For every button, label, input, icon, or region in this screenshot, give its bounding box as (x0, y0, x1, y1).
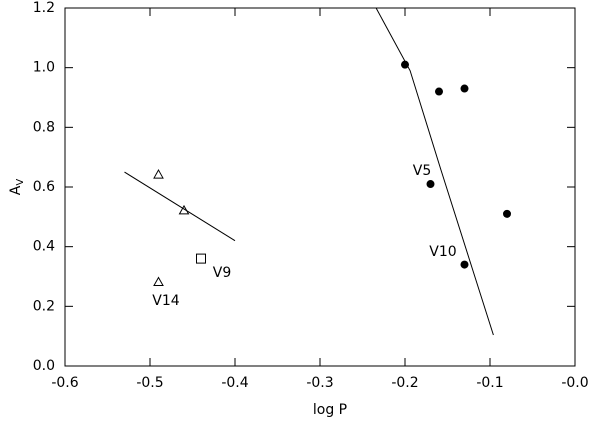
annotation: V5 (413, 163, 431, 179)
y-tick-label: 0.2 (33, 298, 55, 314)
point (196, 253, 206, 264)
x-tick-label: -0.6 (51, 375, 78, 391)
y-axis-label-main: A (8, 185, 24, 195)
point (435, 87, 443, 96)
fit-line (124, 171, 236, 242)
x-axis-label: log P (313, 402, 347, 418)
x-tick-label: -0.1 (476, 375, 503, 391)
point (460, 84, 469, 93)
x-tick-label: -0.2 (391, 375, 418, 391)
x-tick-label: -0.4 (221, 375, 248, 391)
annotation: V14 (152, 293, 179, 309)
point (426, 180, 435, 189)
fit-line (375, 7, 494, 336)
x-tick-label: -0.5 (136, 375, 163, 391)
y-tick-label: 0.8 (33, 119, 55, 135)
y-axis-label-sub: V (15, 179, 26, 186)
y-tick-label: 0.6 (33, 179, 55, 195)
x-tick-label: -0.3 (306, 375, 333, 391)
y-tick-label: 0.4 (33, 239, 55, 255)
annotation: V9 (213, 265, 231, 281)
y-tick-label: 1.0 (33, 60, 55, 76)
x-tick-label: -0.0 (561, 375, 588, 391)
point (503, 209, 511, 218)
y-tick-label: 0.0 (33, 358, 55, 374)
annotation: V10 (429, 244, 456, 260)
y-tick-label: 1.2 (33, 0, 55, 16)
plot-frame (64, 7, 576, 367)
y-axis-label: AV (8, 179, 26, 196)
point (460, 260, 469, 269)
point (401, 60, 409, 69)
point (153, 169, 164, 179)
point (153, 276, 164, 286)
